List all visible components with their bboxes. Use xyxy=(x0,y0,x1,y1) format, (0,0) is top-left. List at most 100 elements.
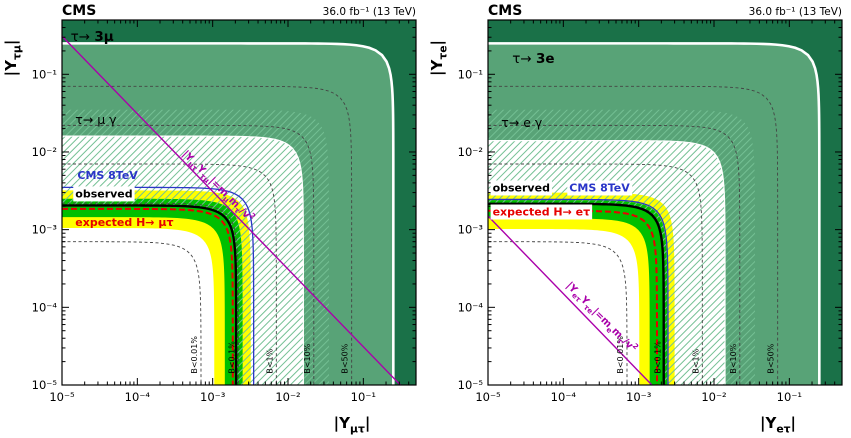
observed-label: observed xyxy=(73,186,135,202)
branching-fraction-label: B<10% xyxy=(729,343,738,373)
svg-text:10⁻⁵: 10⁻⁵ xyxy=(475,390,501,404)
svg-text:10⁻³: 10⁻³ xyxy=(32,223,58,237)
svg-text:10⁻¹: 10⁻¹ xyxy=(32,67,57,81)
svg-text:B<10%: B<10% xyxy=(729,343,738,373)
y-tick-label: 10⁻⁵ xyxy=(32,378,58,392)
svg-text:B<0.01%: B<0.01% xyxy=(190,336,199,374)
svg-text:10⁻⁵: 10⁻⁵ xyxy=(458,378,484,392)
cms-logo-text: CMS xyxy=(488,3,523,19)
tau-3e-label: τ→ 3e xyxy=(512,51,554,67)
branching-fraction-label: B<0.1% xyxy=(227,341,236,374)
branching-fraction-label: B<1% xyxy=(691,348,700,373)
svg-text:10⁻¹: 10⁻¹ xyxy=(351,390,376,404)
expected-limit-line xyxy=(62,207,234,385)
right-plot: CMS 36.0 fb⁻¹ (13 TeV) B<0.01% B<0.1% B<1%… xyxy=(426,0,851,438)
svg-text:10⁻³: 10⁻³ xyxy=(458,223,484,237)
y-tick-label: 10⁻⁴ xyxy=(32,300,58,314)
branching-fraction-contour xyxy=(488,241,628,385)
observed-exclusion-hatch xyxy=(488,109,755,385)
coupling-product-diagonal-line xyxy=(488,215,653,385)
cms-8tev-label: CMS 8TeV xyxy=(77,169,138,182)
branching-fraction-label: B<0.01% xyxy=(616,336,625,374)
y-axis-title: |Yτμ| xyxy=(2,40,24,77)
branching-fraction-label: B<50% xyxy=(767,343,776,373)
branching-fraction-label: B<0.01% xyxy=(190,336,199,374)
observed-exclusion-hatch xyxy=(62,109,329,385)
expected-label: expected H→ μτ xyxy=(75,216,173,229)
left-plot: CMS 36.0 fb⁻¹ (13 TeV) B<0.01% B<0.1% B<1%… xyxy=(0,0,425,438)
svg-text:expected H→ eτ: expected H→ eτ xyxy=(493,206,591,219)
svg-text:B<1%: B<1% xyxy=(265,348,274,373)
x-tick-label: 10⁻⁵ xyxy=(475,390,501,404)
svg-text:B<10%: B<10% xyxy=(303,343,312,373)
svg-text:B<0.01%: B<0.01% xyxy=(616,336,625,374)
y-axis-title: |Yτe| xyxy=(428,40,450,76)
svg-text:|Yeτ|: |Yeτ| xyxy=(760,414,796,436)
svg-text:|Yτe|: |Yτe| xyxy=(428,40,450,76)
branching-fraction-contour xyxy=(62,124,315,385)
observed-label-background xyxy=(490,180,552,196)
svg-text:expected H→ μτ: expected H→ μτ xyxy=(75,216,173,229)
svg-text:B<50%: B<50% xyxy=(767,343,776,373)
luminosity-label: 36.0 fb⁻¹ (13 TeV) xyxy=(748,6,842,18)
svg-text:CMS 8TeV: CMS 8TeV xyxy=(569,181,630,194)
svg-text:10⁻³: 10⁻³ xyxy=(200,390,226,404)
observed-limit-line xyxy=(62,204,238,385)
branching-fraction-label: B<10% xyxy=(303,343,312,373)
svg-text:10⁻²: 10⁻² xyxy=(32,145,57,159)
branching-fraction-contour xyxy=(62,163,277,385)
svg-text:10⁻²: 10⁻² xyxy=(701,390,726,404)
svg-text:10⁻²: 10⁻² xyxy=(275,390,300,404)
svg-text:B<0.1%: B<0.1% xyxy=(653,341,662,374)
coupling-product-label: |YμτYτμ|=mμmτ/v2 xyxy=(178,147,258,226)
x-tick-label: 10⁻⁴ xyxy=(125,390,151,404)
expected-limit-line xyxy=(488,209,658,385)
svg-text:|YμτYτμ|=mμmτ/v2: |YμτYτμ|=mμmτ/v2 xyxy=(178,147,257,226)
svg-text:CMS 8TeV: CMS 8TeV xyxy=(77,169,138,182)
svg-text:τ→ 3e: τ→ 3e xyxy=(512,51,554,67)
x-tick-label: 10⁻³ xyxy=(626,390,652,404)
svg-text:τ→ e γ: τ→ e γ xyxy=(501,115,543,130)
y-tick-label: 10⁻⁵ xyxy=(458,378,484,392)
svg-text:10⁻⁵: 10⁻⁵ xyxy=(32,378,58,392)
branching-fraction-contour xyxy=(488,124,741,385)
svg-text:|Yτμ|: |Yτμ| xyxy=(2,40,24,77)
coupling-product-diagonal-line xyxy=(62,35,401,385)
axis-frame xyxy=(61,19,417,386)
svg-text:10⁻⁴: 10⁻⁴ xyxy=(551,390,577,404)
expected-band-1sigma xyxy=(488,200,668,385)
branching-fraction-contour xyxy=(62,85,353,385)
plot-area: B<0.01% B<0.1% B<1% B<10% B<50% xyxy=(488,20,842,385)
y-tick-label: 10⁻¹ xyxy=(32,67,57,81)
svg-text:τ→ μ γ: τ→ μ γ xyxy=(75,112,117,127)
svg-text:10⁻⁴: 10⁻⁴ xyxy=(458,300,484,314)
plot-area: B<0.01% B<0.1% B<1% B<10% B<50% xyxy=(62,20,416,385)
x-axis-title: |Yμτ| xyxy=(334,414,371,436)
branching-fraction-label: B<1% xyxy=(265,348,274,373)
tau-e-gamma-label: τ→ e γ xyxy=(501,115,543,130)
luminosity-label: 36.0 fb⁻¹ (13 TeV) xyxy=(322,6,416,18)
svg-text:B<50%: B<50% xyxy=(341,343,350,373)
cms-8tev-label-background xyxy=(567,180,633,196)
y-tick-label: 10⁻² xyxy=(32,145,57,159)
svg-text:τ→ 3μ: τ→ 3μ xyxy=(71,29,114,45)
branching-fraction-contour xyxy=(62,202,239,385)
x-tick-label: 10⁻² xyxy=(275,390,300,404)
svg-text:10⁻¹: 10⁻¹ xyxy=(458,67,483,81)
cms-logo-text: CMS xyxy=(62,3,97,19)
observed-label: observed xyxy=(490,180,552,196)
svg-text:B<1%: B<1% xyxy=(691,348,700,373)
x-tick-label: 10⁻⁵ xyxy=(49,390,75,404)
tau-mu-gamma-label: τ→ μ γ xyxy=(75,112,117,127)
svg-text:|Yμτ|: |Yμτ| xyxy=(334,414,371,436)
svg-text:B<0.1%: B<0.1% xyxy=(227,341,236,374)
x-tick-label: 10⁻¹ xyxy=(777,390,802,404)
cms-8tev-label: CMS 8TeV xyxy=(567,180,633,196)
cms-8tev-limit-line xyxy=(488,198,669,385)
observed-limit-line xyxy=(488,202,665,385)
tau-3mu-label: τ→ 3μ xyxy=(71,29,114,45)
tau-to-mu-gamma-boundary-line xyxy=(62,135,304,385)
axis-frame xyxy=(487,19,843,386)
x-tick-label: 10⁻¹ xyxy=(351,390,376,404)
